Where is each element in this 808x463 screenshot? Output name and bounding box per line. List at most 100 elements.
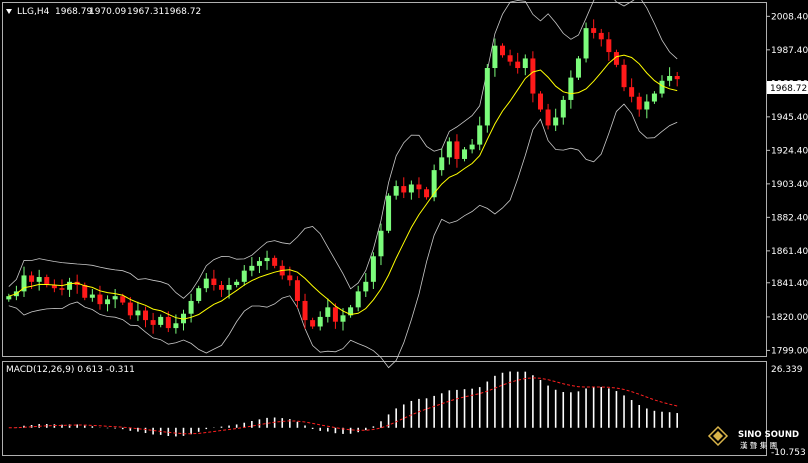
candle-body: [158, 316, 164, 325]
candle-body: [51, 285, 57, 289]
candle-body: [82, 285, 88, 298]
candle-body: [165, 316, 171, 329]
candle-body: [598, 32, 604, 40]
candle-body: [256, 261, 262, 266]
price-tick-label: 1820.00: [771, 313, 808, 323]
candle-body: [378, 230, 384, 257]
candle-body: [644, 101, 650, 110]
candle-body: [120, 296, 126, 303]
high-value: 1970.09: [89, 7, 126, 17]
candle-body: [606, 39, 612, 53]
candle-body: [553, 117, 559, 126]
middle-band-line: [8, 54, 678, 320]
candle-body: [203, 278, 209, 289]
candle-body: [651, 93, 657, 102]
logo-subtitle: 漢 聲 集 團: [740, 440, 777, 450]
candle-body: [583, 28, 589, 59]
candle-body: [446, 141, 452, 158]
candle-body: [629, 87, 635, 97]
candle-body: [97, 294, 103, 305]
candle-body: [112, 296, 118, 300]
symbol-label: LLG,H4: [17, 7, 50, 17]
candle-body: [180, 313, 186, 324]
candle-body: [431, 170, 437, 198]
logo-diamond-icon: [707, 425, 729, 447]
macd-signal-line: [8, 377, 678, 435]
candle-body: [143, 310, 149, 321]
bollinger-bands: [8, 0, 678, 369]
price-tag-value: 1968.72: [770, 84, 807, 94]
candle-body: [355, 291, 361, 308]
candle-body: [659, 80, 665, 94]
macd-histogram: [15, 371, 679, 437]
candlesticks: [6, 19, 680, 334]
close-value: 1968.72: [164, 7, 201, 17]
macd-axis: 26.339 -10.753: [771, 365, 806, 458]
candle-body: [188, 300, 194, 314]
logo-inner-icon: [713, 431, 723, 441]
macd-label: MACD(12,26,9) 0.613 -0.311: [6, 365, 135, 375]
candle-body: [173, 323, 179, 329]
logo-name: SINO SOUND: [738, 430, 799, 440]
candle-body: [135, 310, 141, 316]
candle-body: [492, 45, 498, 69]
macd-tick-label: 26.339: [771, 365, 803, 375]
candle-body: [469, 144, 475, 150]
candle-body: [317, 316, 323, 327]
candle-body: [272, 257, 278, 266]
upper-band-line: [8, 0, 678, 299]
signal-line: [8, 377, 678, 435]
moving-average: [8, 54, 678, 320]
candle-body: [325, 307, 331, 317]
candle-body: [530, 58, 536, 94]
price-tick-label: 1861.40: [771, 247, 808, 257]
candle-body: [674, 75, 680, 80]
price-tick-label: 2008.40: [771, 12, 808, 22]
candle-body: [591, 28, 597, 33]
sino-sound-logo: SINO SOUND 漢 聲 集 團: [707, 425, 799, 450]
candle-body: [89, 294, 95, 298]
candle-body: [6, 296, 12, 300]
candle-body: [332, 307, 338, 322]
candle-body: [393, 186, 399, 196]
candle-body: [302, 300, 308, 321]
candle-body: [249, 265, 255, 271]
candle-body: [568, 77, 574, 100]
candle-body: [67, 281, 73, 290]
candle-body: [196, 288, 202, 301]
price-tick-label: 1799.00: [771, 346, 808, 356]
candle-body: [560, 99, 566, 118]
candle-body: [363, 281, 369, 292]
candle-body: [408, 184, 414, 193]
candle-body: [340, 315, 346, 322]
candle-body: [150, 320, 156, 325]
candle-body: [477, 125, 483, 145]
candle-body: [310, 320, 316, 327]
candle-body: [636, 96, 642, 110]
candle-body: [218, 285, 224, 290]
candle-body: [667, 75, 673, 81]
candle-body: [21, 275, 27, 292]
candle-body: [454, 141, 460, 159]
candle-body: [44, 277, 50, 286]
macd-tick-label: -10.753: [771, 448, 806, 458]
candle-body: [234, 281, 240, 286]
candle-body: [500, 45, 506, 56]
candle-body: [241, 270, 247, 282]
candle-body: [29, 275, 35, 282]
low-value: 1967.31: [127, 7, 164, 17]
candle-body: [545, 109, 551, 126]
candle-body: [287, 275, 293, 281]
candle-body: [522, 58, 528, 69]
chart-header: LLG,H4 1968.79 1970.09 1967.31 1968.72: [6, 7, 201, 17]
candle-body: [264, 257, 270, 262]
price-tag-box: [767, 81, 808, 94]
dropdown-arrow-icon[interactable]: [6, 9, 12, 14]
candle-body: [621, 64, 627, 88]
open-value: 1968.79: [55, 7, 92, 17]
candle-body: [226, 285, 232, 290]
candle-body: [105, 299, 111, 305]
